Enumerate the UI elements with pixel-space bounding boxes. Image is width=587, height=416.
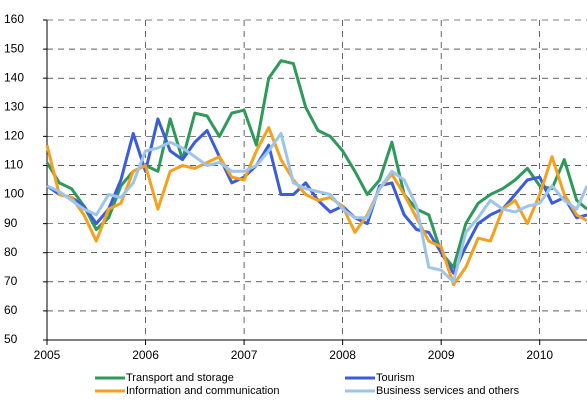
y-tick-label: 120 — [4, 129, 24, 143]
y-tick-label: 160 — [4, 12, 24, 26]
y-tick-label: 60 — [4, 303, 18, 317]
series-line — [46, 117, 587, 275]
legend-label: Tourism — [376, 372, 415, 384]
legend-label: Transport and storage — [126, 372, 234, 384]
y-tick-label: 110 — [4, 158, 23, 172]
y-tick-label: 100 — [4, 187, 24, 201]
y-tick-label: 90 — [4, 216, 18, 230]
y-tick-label: 130 — [4, 99, 24, 113]
x-tick-label: 2006 — [132, 348, 159, 362]
y-tick-label: 150 — [4, 41, 24, 55]
legend-label: Information and communication — [126, 385, 279, 397]
series-line — [46, 132, 587, 284]
legend-label: Business services and others — [376, 385, 520, 397]
x-tick-label: 2009 — [428, 348, 455, 362]
y-tick-label: 80 — [4, 245, 18, 259]
x-tick-label: 2010 — [526, 348, 553, 362]
x-tick-label: 2005 — [34, 348, 61, 362]
series-line — [45, 59, 587, 269]
y-tick-label: 50 — [4, 332, 18, 346]
x-tick-label: 2008 — [329, 348, 356, 362]
x-tick-label: 2007 — [231, 348, 258, 362]
y-tick-label: 70 — [4, 274, 18, 288]
y-tick-label: 140 — [4, 70, 24, 84]
